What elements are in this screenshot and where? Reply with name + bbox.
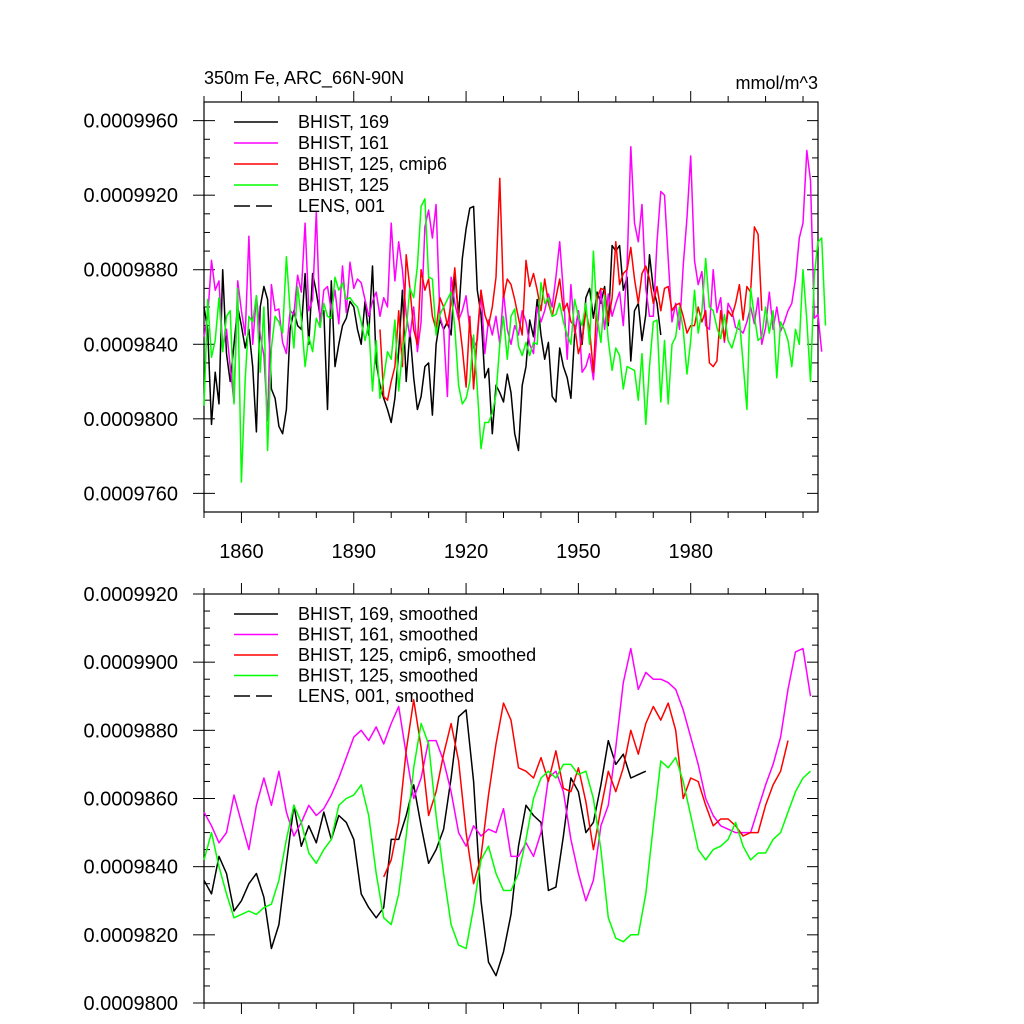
y-tick-label: 0.0009800 [83, 409, 178, 431]
legend-label-1: BHIST, 169, smoothed [298, 604, 478, 624]
y-tick-label: 0.0009800 [83, 993, 178, 1015]
y-tick-label: 0.0009880 [83, 720, 178, 742]
legend-label-1: BHIST, 169 [298, 112, 389, 132]
series-line-1 [203, 205, 662, 452]
x-tick-label: 1860 [219, 541, 264, 563]
legend-label-3: BHIST, 125, cmip6, smoothed [298, 645, 536, 665]
chart-title-left: 350m Fe, ARC_66N-90N [204, 68, 404, 89]
legend-label-2: BHIST, 161, smoothed [298, 625, 478, 645]
y-tick-label: 0.0009840 [83, 334, 178, 356]
x-tick-label: 1950 [556, 541, 601, 563]
panel-2: 0.0009800 0.0009820 0.0009840 0.0009860 0.00… [83, 583, 819, 1015]
series-line-4 [203, 722, 812, 950]
legend-label-5: LENS, 001, smoothed [298, 686, 474, 706]
series-line-3 [383, 698, 789, 885]
x-tick-label: 1920 [444, 541, 489, 563]
x-tick-label: 1890 [332, 541, 377, 563]
y-tick-label: 0.0009760 [83, 483, 178, 505]
legend-label-3: BHIST, 125, cmip6 [298, 154, 447, 174]
series-line-2 [203, 145, 823, 422]
y-tick-label: 0.0009880 [83, 260, 178, 282]
panel-1: 0.0009760 0.0009800 0.0009840 0.0009880 0.00… [83, 68, 827, 563]
y-tick-label: 0.0009840 [83, 857, 178, 879]
series-line-1 [203, 709, 647, 977]
series-line-4 [203, 198, 827, 483]
y-tick-label: 0.0009960 [83, 111, 178, 133]
y-tick-label: 0.0009860 [83, 789, 178, 811]
chart-title-right: mmol/m^3 [736, 73, 818, 93]
y-tick-label: 0.0009920 [83, 584, 178, 606]
legend-label-5: LENS, 001 [298, 196, 385, 216]
x-tick-label: 1980 [668, 541, 713, 563]
legend-label-4: BHIST, 125, smoothed [298, 666, 478, 686]
y-tick-label: 0.0009900 [83, 652, 178, 674]
legend-label-2: BHIST, 161 [298, 133, 389, 153]
y-tick-label: 0.0009920 [83, 185, 178, 207]
y-tick-label: 0.0009820 [83, 925, 178, 947]
legend-label-4: BHIST, 125 [298, 175, 389, 195]
series-line-2 [203, 647, 812, 902]
